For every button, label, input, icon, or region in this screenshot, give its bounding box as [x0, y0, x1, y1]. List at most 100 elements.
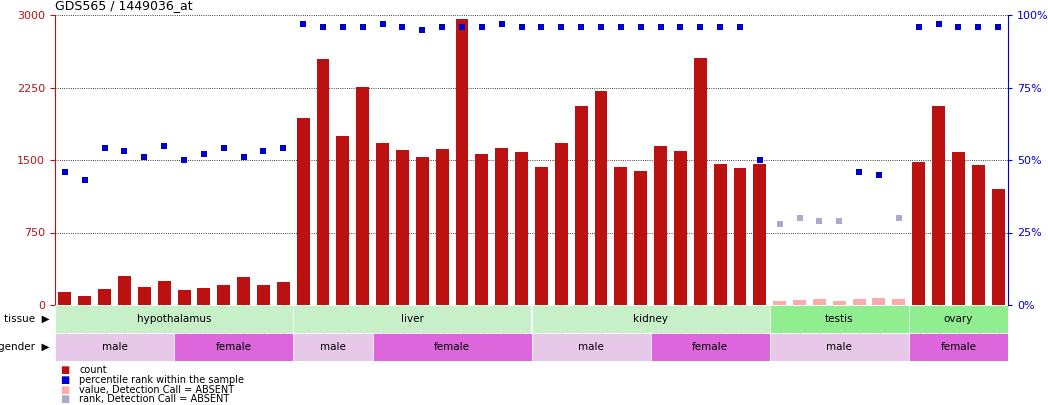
Bar	[991, 189, 1005, 305]
Bar	[793, 300, 806, 305]
Bar	[873, 298, 886, 305]
Text: rank, Detection Call = ABSENT: rank, Detection Call = ABSENT	[79, 394, 230, 404]
Bar	[694, 58, 706, 305]
Point	[732, 23, 748, 30]
Bar	[356, 87, 369, 305]
Text: ■: ■	[60, 375, 69, 385]
Bar	[574, 106, 588, 305]
Bar	[59, 292, 71, 305]
Bar	[416, 157, 429, 305]
Point	[394, 23, 411, 30]
Point	[969, 23, 986, 30]
Point	[156, 142, 173, 149]
Text: kidney: kidney	[633, 314, 668, 324]
Bar	[714, 164, 726, 305]
Point	[911, 23, 927, 30]
Bar	[496, 148, 508, 305]
Point	[811, 217, 828, 224]
Bar	[79, 296, 91, 305]
Point	[434, 23, 451, 30]
Point	[712, 23, 728, 30]
Text: ■: ■	[60, 365, 69, 375]
Text: female: female	[216, 342, 252, 352]
Bar	[594, 92, 608, 305]
Text: male: male	[826, 342, 852, 352]
Point	[514, 23, 530, 30]
Bar	[773, 301, 786, 305]
Bar	[614, 167, 628, 305]
Bar	[174, 333, 293, 361]
Point	[891, 215, 908, 221]
Bar	[769, 305, 909, 333]
Bar	[257, 285, 270, 305]
Point	[573, 23, 590, 30]
Bar	[932, 106, 945, 305]
Bar	[912, 162, 925, 305]
Bar	[952, 152, 965, 305]
Bar	[197, 288, 211, 305]
Bar	[534, 167, 548, 305]
Text: female: female	[434, 342, 471, 352]
Text: count: count	[79, 365, 107, 375]
Point	[949, 23, 966, 30]
Point	[77, 177, 93, 183]
Bar	[217, 285, 231, 305]
Point	[871, 171, 888, 178]
Point	[474, 23, 490, 30]
Bar	[674, 151, 686, 305]
Point	[136, 154, 153, 160]
Bar	[456, 19, 468, 305]
Text: tissue  ▶: tissue ▶	[4, 314, 49, 324]
Point	[334, 23, 351, 30]
Point	[831, 217, 848, 224]
Bar	[138, 287, 151, 305]
Bar	[769, 333, 909, 361]
Bar	[853, 299, 866, 305]
Text: female: female	[692, 342, 728, 352]
Bar	[293, 333, 373, 361]
Bar	[118, 276, 131, 305]
Bar	[651, 333, 769, 361]
Bar	[892, 299, 905, 305]
Point	[354, 23, 371, 30]
Text: hypothalamus: hypothalamus	[137, 314, 212, 324]
Point	[116, 148, 133, 155]
Point	[454, 23, 471, 30]
Point	[751, 157, 768, 163]
Point	[494, 21, 510, 27]
Point	[692, 23, 708, 30]
Point	[553, 23, 570, 30]
Bar	[237, 277, 250, 305]
Text: value, Detection Call = ABSENT: value, Detection Call = ABSENT	[79, 385, 235, 394]
Text: ■: ■	[60, 385, 69, 394]
Point	[275, 145, 291, 151]
Bar	[971, 165, 985, 305]
Bar	[158, 281, 171, 305]
Bar	[909, 305, 1008, 333]
Text: liver: liver	[401, 314, 423, 324]
Bar	[316, 58, 329, 305]
Text: percentile rank within the sample: percentile rank within the sample	[79, 375, 244, 385]
Text: male: male	[578, 342, 604, 352]
Point	[632, 23, 649, 30]
Point	[294, 21, 311, 27]
Bar	[376, 143, 389, 305]
Text: ovary: ovary	[943, 314, 973, 324]
Point	[592, 23, 609, 30]
Text: female: female	[940, 342, 977, 352]
Bar	[813, 299, 826, 305]
Bar	[634, 171, 648, 305]
Bar	[54, 305, 293, 333]
Bar	[654, 147, 667, 305]
Text: GDS565 / 1449036_at: GDS565 / 1449036_at	[54, 0, 193, 13]
Point	[255, 148, 271, 155]
Bar	[373, 333, 531, 361]
Bar	[554, 143, 568, 305]
Text: male: male	[320, 342, 346, 352]
Bar	[54, 333, 174, 361]
Point	[931, 21, 947, 27]
Point	[196, 151, 213, 158]
Point	[176, 157, 193, 163]
Point	[612, 23, 629, 30]
Point	[374, 21, 391, 27]
